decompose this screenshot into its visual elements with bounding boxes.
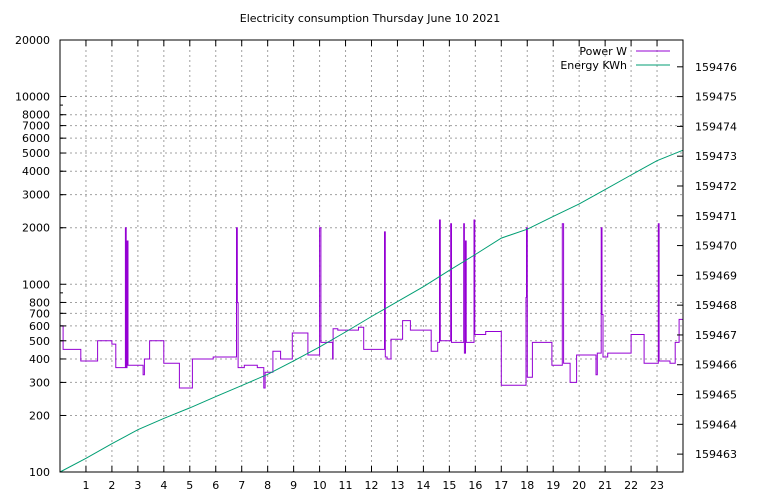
- y-right-tick-label: 159466: [695, 359, 737, 372]
- y-left-tick-label: 7000: [22, 120, 50, 133]
- y-right-tick-label: 159464: [695, 418, 737, 431]
- x-tick-label: 14: [416, 479, 430, 492]
- legend-label: Energy KWh: [560, 59, 627, 72]
- x-tick-label: 3: [134, 479, 141, 492]
- y-right-tick-label: 159474: [695, 120, 737, 133]
- x-tick-label: 1: [82, 479, 89, 492]
- y-left-tick-label: 1000: [22, 278, 50, 291]
- y-left-tick-label: 400: [29, 353, 50, 366]
- y-left-tick-label: 300: [29, 376, 50, 389]
- y-left-tick-label: 4000: [22, 165, 50, 178]
- y-right-tick-label: 159476: [695, 61, 737, 74]
- series-line-power-w: [60, 219, 683, 389]
- y-left-tick-label: 20000: [15, 34, 50, 47]
- y-left-tick-label: 8000: [22, 109, 50, 122]
- x-tick-label: 21: [598, 479, 612, 492]
- legend-label: Power W: [579, 45, 627, 58]
- x-tick-label: 18: [520, 479, 534, 492]
- ticks: 1 2 3 4 5 6 7 8 9 10 11 12 13 14 15 16 17 18 19 20 21 22 23100…: [15, 34, 737, 492]
- y-left-tick-label: 700: [29, 307, 50, 320]
- y-right-tick-label: 159468: [695, 299, 737, 312]
- y-right-tick-label: 159465: [695, 389, 737, 402]
- x-tick-label: 12: [365, 479, 379, 492]
- y-left-tick-label: 3000: [22, 189, 50, 202]
- series-layer: [59, 149, 684, 473]
- chart-title: Electricity consumption Thursday June 10…: [240, 12, 500, 25]
- y-left-tick-label: 600: [29, 320, 50, 333]
- x-tick-label: 17: [494, 479, 508, 492]
- y-left-tick-label: 100: [29, 466, 50, 479]
- x-tick-label: 10: [313, 479, 327, 492]
- x-tick-label: 7: [238, 479, 245, 492]
- y-left-tick-label: 5000: [22, 147, 50, 160]
- y-right-tick-label: 159473: [695, 150, 737, 163]
- x-tick-label: 2: [108, 479, 115, 492]
- y-right-tick-label: 159475: [695, 91, 737, 104]
- x-tick-label: 20: [572, 479, 586, 492]
- series-line-energy-kwh: [59, 149, 684, 473]
- x-tick-label: 15: [442, 479, 456, 492]
- y-left-tick-label: 200: [29, 409, 50, 422]
- x-tick-label: 19: [546, 479, 560, 492]
- y-right-tick-label: 159472: [695, 180, 737, 193]
- y-right-tick-label: 159463: [695, 448, 737, 461]
- y-right-tick-label: 159471: [695, 210, 737, 223]
- x-tick-label: 4: [160, 479, 167, 492]
- y-left-tick-label: 500: [29, 335, 50, 348]
- y-left-tick-label: 6000: [22, 132, 50, 145]
- y-right-tick-label: 159470: [695, 240, 737, 253]
- x-tick-label: 11: [339, 479, 353, 492]
- x-tick-label: 5: [186, 479, 193, 492]
- y-right-tick-label: 159469: [695, 269, 737, 282]
- grid: [60, 39, 683, 473]
- y-left-tick-label: 10000: [15, 91, 50, 104]
- y-right-tick-label: 159467: [695, 329, 737, 342]
- y-left-tick-label: 800: [29, 296, 50, 309]
- x-tick-label: 8: [264, 479, 271, 492]
- x-tick-label: 9: [290, 479, 297, 492]
- x-tick-label: 22: [624, 479, 638, 492]
- x-tick-label: 16: [468, 479, 482, 492]
- x-tick-label: 13: [390, 479, 404, 492]
- x-tick-label: 23: [650, 479, 664, 492]
- x-tick-label: 6: [212, 479, 219, 492]
- y-left-tick-label: 2000: [22, 222, 50, 235]
